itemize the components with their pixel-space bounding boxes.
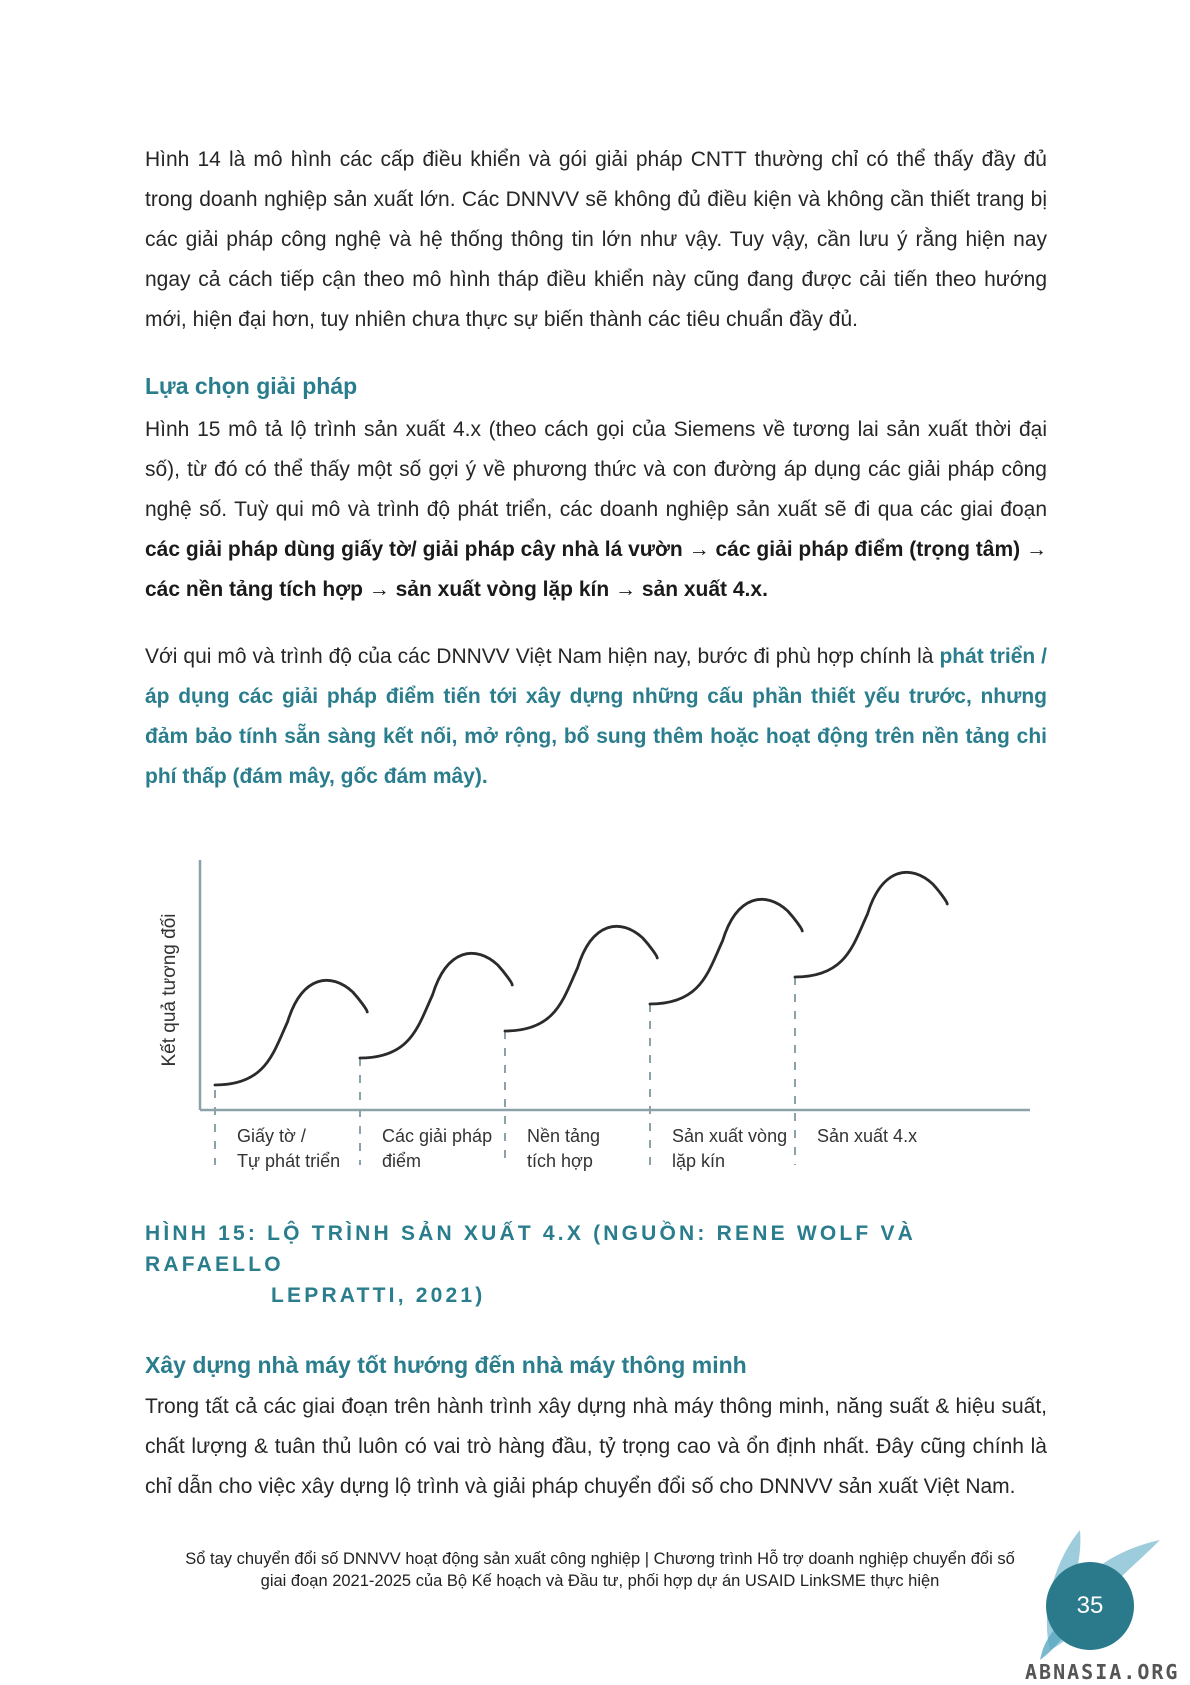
smart-factory-paragraph: Trong tất cả các giai đoạn trên hành trì… xyxy=(145,1395,1047,1498)
recommendation-highlight: phát triển / áp dụng các giải pháp điểm … xyxy=(145,645,1047,788)
stage-curve xyxy=(648,897,804,1006)
figure-caption: HÌNH 15: LỘ TRÌNH SẢN XUẤT 4.X (NGUỒN: R… xyxy=(145,1218,1051,1311)
footer-line2: giai đoạn 2021-2025 của Bộ Kế hoạch và Đ… xyxy=(260,1572,940,1590)
stage-label: Tự phát triển xyxy=(237,1151,340,1171)
page-footer: Sổ tay chuyển đổi số DNNVV hoạt động sản… xyxy=(140,1548,1060,1592)
watermark: ABNASIA.ORG xyxy=(1025,1660,1180,1684)
roadmap-text: Hình 15 mô tả lộ trình sản xuất 4.x (the… xyxy=(145,418,1047,521)
page-number-badge: 35 xyxy=(1046,1562,1134,1650)
recommendation-paragraph: Với qui mô và trình độ của các DNNVV Việ… xyxy=(145,637,1047,797)
figure-caption-line1: HÌNH 15: LỘ TRÌNH SẢN XUẤT 4.X (NGUỒN: R… xyxy=(145,1222,917,1276)
y-axis-label: Kết quả tương đối xyxy=(159,913,180,1066)
stage-curve xyxy=(503,924,659,1033)
stage-label: Các giải pháp xyxy=(382,1126,492,1146)
section-heading-smart-factory: Xây dựng nhà máy tốt hướng đến nhà máy t… xyxy=(145,1352,747,1378)
stage-label: lặp kín xyxy=(672,1151,725,1171)
stage-label: điểm xyxy=(382,1151,421,1171)
roadmap-chart: Kết quả tương đối Giấy tờ / Tự phát triển… xyxy=(159,860,1030,1171)
roadmap-stages-bold: các giải pháp dùng giấy tờ/ giải pháp câ… xyxy=(145,538,1047,601)
roadmap-paragraph: Hình 15 mô tả lộ trình sản xuất 4.x (the… xyxy=(145,410,1047,610)
recommendation-text: Với qui mô và trình độ của các DNNVV Việ… xyxy=(145,645,940,668)
stage-label: tích hợp xyxy=(527,1151,593,1171)
stage-curve xyxy=(793,870,949,979)
stage-label: Sản xuất 4.x xyxy=(817,1126,917,1146)
section-heading-solution-choice: Lựa chọn giải pháp xyxy=(145,373,358,399)
stage-label: Nền tảng xyxy=(527,1126,600,1146)
intro-paragraph: Hình 14 là mô hình các cấp điều khiển và… xyxy=(145,148,1047,331)
footer-line1: Sổ tay chuyển đổi số DNNVV hoạt động sản… xyxy=(185,1550,1015,1568)
stage-label: Giấy tờ / xyxy=(237,1126,306,1146)
figure-caption-line2: LEPRATTI, 2021) xyxy=(271,1284,486,1307)
stage-label: Sản xuất vòng xyxy=(672,1126,787,1146)
stage-curve xyxy=(358,951,514,1060)
stage-curve xyxy=(213,978,369,1087)
